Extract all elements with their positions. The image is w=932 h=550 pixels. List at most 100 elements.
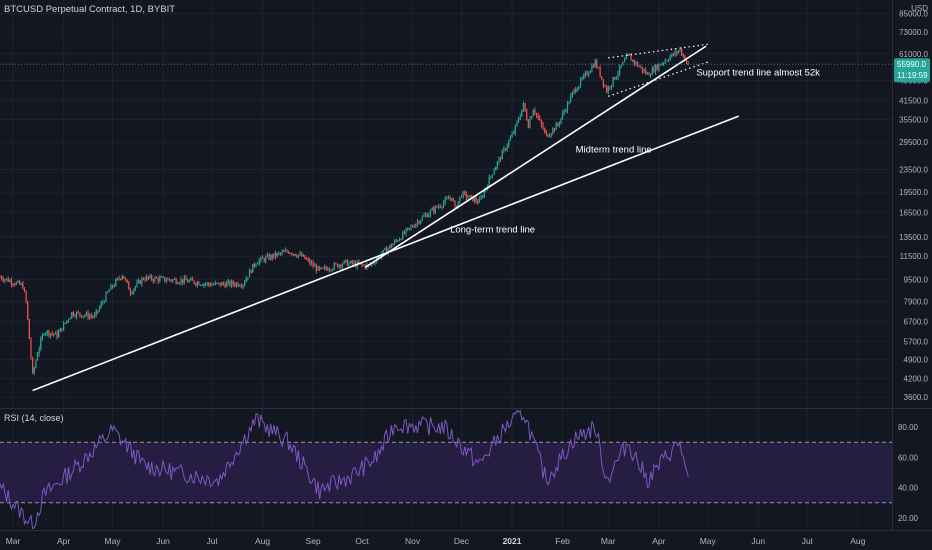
candle-body xyxy=(87,312,89,318)
candle-body xyxy=(4,279,6,281)
candle-body xyxy=(190,278,192,281)
candle-body xyxy=(638,66,640,68)
candle-body xyxy=(66,320,68,323)
candle-body xyxy=(444,198,446,203)
candle-body xyxy=(405,228,407,234)
candle-body xyxy=(5,278,8,280)
candle-body xyxy=(408,227,410,229)
candle-body xyxy=(491,174,494,177)
candle-body xyxy=(59,328,61,332)
candle-body xyxy=(677,51,679,53)
candle-body xyxy=(336,263,339,268)
last-price-badge xyxy=(894,58,930,83)
candle-body xyxy=(503,148,505,151)
candle-body xyxy=(151,275,153,280)
candle-body xyxy=(522,103,525,110)
candle-body xyxy=(54,332,57,335)
candle-body xyxy=(263,258,265,262)
candle-body xyxy=(222,282,225,285)
candle-body xyxy=(90,315,92,317)
candle-body xyxy=(511,133,513,138)
candle-body xyxy=(465,193,467,198)
candle-body xyxy=(226,282,228,288)
candle-body xyxy=(514,125,516,133)
candle-body xyxy=(35,360,37,368)
candle-body xyxy=(208,282,210,285)
rsi-axis-tick: 40.00 xyxy=(898,484,919,493)
candle-body xyxy=(517,119,520,122)
candle-body xyxy=(167,278,169,281)
candle-body xyxy=(548,135,551,137)
candle-body xyxy=(297,254,300,257)
candle-body xyxy=(7,278,9,282)
candle-body xyxy=(539,117,541,121)
candle-body xyxy=(622,61,624,66)
candle-body xyxy=(279,252,282,254)
candle-body xyxy=(643,70,645,72)
candle-body xyxy=(84,315,86,317)
candle-body xyxy=(56,332,58,338)
candle-body xyxy=(410,226,412,228)
candle-body xyxy=(239,285,241,287)
candle-body xyxy=(436,206,438,208)
candle-body xyxy=(102,302,104,304)
candle-body xyxy=(628,53,631,56)
candle-body xyxy=(248,270,251,278)
candle-body xyxy=(602,79,604,86)
candle-body xyxy=(442,202,445,207)
candle-body xyxy=(328,269,331,271)
candle-body xyxy=(232,281,234,285)
candle-body xyxy=(317,266,319,271)
candle-body xyxy=(240,285,242,287)
price-axis-tick: 5700.0 xyxy=(904,337,929,346)
candle-body xyxy=(98,307,101,311)
candle-body xyxy=(294,253,296,256)
candle-body xyxy=(133,289,135,293)
time-axis-tick: Dec xyxy=(454,536,470,546)
candle-body xyxy=(288,251,290,254)
candle-body xyxy=(79,312,81,316)
candle-body xyxy=(149,275,151,278)
candle-body xyxy=(552,128,554,134)
candle-body xyxy=(646,73,648,75)
midterm-trend-line xyxy=(364,45,707,268)
candle-body xyxy=(416,221,419,224)
candle-body xyxy=(227,281,229,283)
candle-body xyxy=(234,284,236,286)
candle-body xyxy=(389,245,391,249)
candle-body xyxy=(495,167,497,171)
candle-body xyxy=(385,248,388,253)
candle-body xyxy=(500,157,502,160)
candle-body xyxy=(170,279,172,282)
candle-body xyxy=(516,121,518,126)
price-axis-tick: 4200.0 xyxy=(904,374,929,383)
candle-body xyxy=(286,250,288,252)
candle-body xyxy=(141,278,143,284)
candle-body xyxy=(599,67,601,77)
candle-body xyxy=(387,248,389,253)
candle-body xyxy=(330,269,332,271)
price-axis-tick: 3600.0 xyxy=(904,393,929,402)
candle-body xyxy=(224,284,226,288)
candle-body xyxy=(669,56,671,61)
candle-body xyxy=(100,303,102,308)
candle-body xyxy=(310,262,313,264)
candle-body xyxy=(428,214,430,218)
candle-body xyxy=(198,282,200,286)
candle-body xyxy=(123,275,125,279)
candle-body xyxy=(601,76,603,80)
candle-body xyxy=(609,87,611,89)
candle-body xyxy=(341,264,344,267)
candle-body xyxy=(372,262,375,264)
candle-body xyxy=(674,51,676,55)
candle-body xyxy=(278,252,280,254)
candle-body xyxy=(147,276,149,278)
candle-body xyxy=(201,285,203,287)
candle-body xyxy=(358,261,360,264)
candle-body xyxy=(304,255,306,259)
candle-body xyxy=(274,253,277,257)
candle-body xyxy=(547,134,549,137)
candle-body xyxy=(397,240,399,242)
